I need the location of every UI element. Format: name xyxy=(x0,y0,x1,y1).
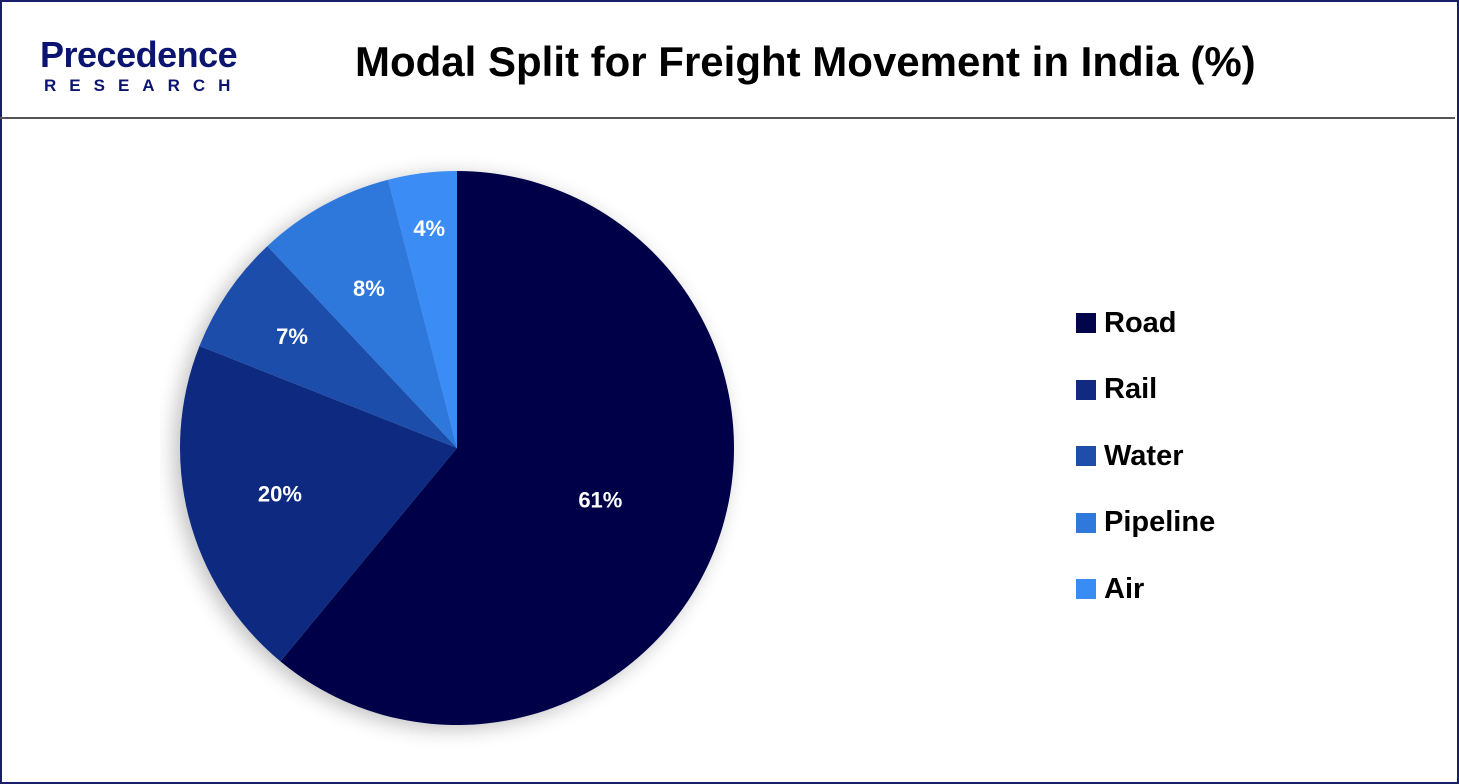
slice-label-water: 7% xyxy=(276,324,308,349)
legend-item-pipeline: Pipeline xyxy=(1076,490,1215,557)
legend-swatch xyxy=(1076,512,1096,533)
legend-swatch xyxy=(1076,579,1096,600)
legend-label: Road xyxy=(1104,306,1177,339)
logo-sub-text: RESEARCH xyxy=(44,76,244,95)
slice-label-pipeline: 8% xyxy=(353,276,385,301)
logo-main-text: Precedence xyxy=(40,34,238,75)
legend: Road Rail Water Pipeline Air xyxy=(1076,290,1215,623)
slice-label-road: 61% xyxy=(578,488,622,513)
pie-slice-road xyxy=(280,171,734,725)
legend-swatch xyxy=(1076,313,1096,334)
legend-item-water: Water xyxy=(1076,423,1215,490)
legend-label: Air xyxy=(1104,572,1145,605)
legend-swatch xyxy=(1076,446,1096,467)
chart-title: Modal Split for Freight Movement in Indi… xyxy=(355,38,1256,85)
slice-label-rail: 20% xyxy=(258,481,302,506)
pie-slice-water xyxy=(199,246,457,448)
legend-swatch xyxy=(1076,379,1096,400)
legend-item-road: Road xyxy=(1076,290,1215,357)
legend-label: Water xyxy=(1104,439,1184,472)
legend-item-air: Air xyxy=(1076,556,1215,623)
legend-item-rail: Rail xyxy=(1076,357,1215,424)
pie-slice-rail xyxy=(179,346,457,662)
legend-label: Pipeline xyxy=(1104,506,1216,539)
pie-chart: 61% 20% 7% 8% 4% xyxy=(179,171,734,725)
pie-slice-pipeline xyxy=(267,179,457,449)
legend-label: Rail xyxy=(1104,373,1158,406)
slice-label-air: 4% xyxy=(413,216,445,241)
header: Precedence RESEARCH Modal Split for Frei… xyxy=(0,0,1455,119)
logo: Precedence RESEARCH xyxy=(40,34,260,96)
pie-slice-air xyxy=(388,171,457,448)
